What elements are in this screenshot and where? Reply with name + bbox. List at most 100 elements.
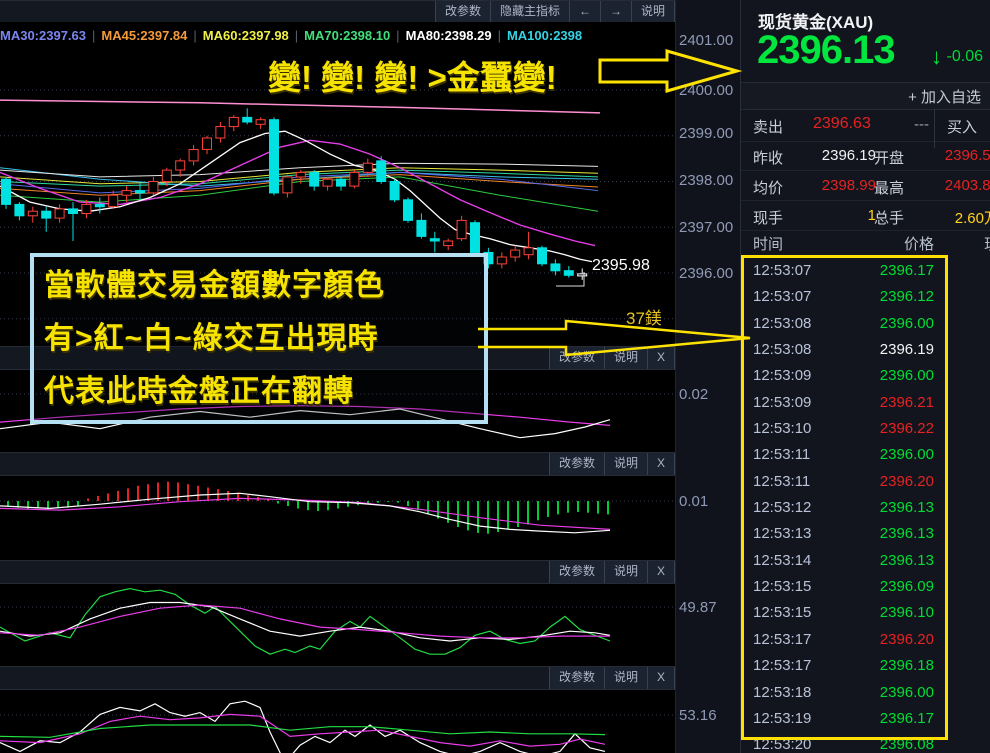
note-annotation-box: 當軟體交易金額數字顏色 有>紅~白~綠交互出現時 代表此時金盤正在翻轉 [30, 253, 488, 424]
ma-value-label: MA80:2398.29 [405, 27, 492, 43]
axis-tick-label: 2396.00 [679, 265, 734, 282]
axis-tick-label: 2399.00 [679, 125, 734, 142]
candlestick-chart-canvas[interactable] [0, 0, 675, 753]
axis-tick-label: 0.01 [679, 493, 709, 510]
toolbar-button-说明[interactable]: 说明 [603, 347, 647, 369]
quote-value: 2.60万 [954, 210, 990, 227]
tick-row[interactable]: 12:53:18 2396.00 [741, 680, 990, 706]
tick-row[interactable]: 12:53:11 2396.20 [741, 469, 990, 495]
tick-time: 12:53:17 [753, 630, 812, 648]
toolbar-button-隐藏主指标[interactable]: 隐藏主指标 [489, 1, 569, 23]
tick-row[interactable]: 12:53:15 2396.09 [741, 574, 990, 600]
spread-dash: --- [914, 116, 929, 133]
add-watchlist-button[interactable]: + 加入自选 [908, 89, 981, 106]
axis-tick-label: 0.02 [679, 386, 709, 403]
subchart4-toolbar: 改参数 说明 X [0, 666, 675, 690]
tick-price: 2396.13 [879, 551, 934, 569]
quote-label: 开盘 [874, 150, 905, 167]
tick-price: 2396.08 [879, 736, 934, 753]
axis-tick-label: 2400.00 [679, 82, 734, 99]
tick-table[interactable]: 12:53:07 2396.17 12:53:07 2396.12 12:53:08 23… [741, 258, 990, 753]
tick-price: 2396.00 [879, 367, 934, 385]
quote-label: 总手 [874, 210, 905, 227]
tick-price: 2396.19 [879, 341, 934, 359]
tick-table-header: 时间 价格 现 [741, 229, 990, 255]
ma-separator: | [92, 27, 96, 43]
quote-label: 均价 [753, 180, 784, 197]
ma-separator: | [497, 27, 501, 43]
tick-row[interactable]: 12:53:19 2396.17 [741, 706, 990, 732]
tick-time: 12:53:08 [753, 341, 812, 359]
tick-price: 2396.18 [879, 657, 934, 675]
buy-label[interactable]: 买入 [933, 109, 990, 148]
quote-label: 最高 [874, 180, 905, 197]
toolbar-button-X[interactable]: X [646, 667, 675, 689]
tick-row[interactable]: 12:53:07 2396.17 [741, 258, 990, 284]
ma-value-label: MA30:2397.63 [0, 27, 86, 43]
last-price: 2396.13 [757, 28, 896, 72]
last-price-tag: 2395.98 [592, 257, 650, 274]
tick-time: 12:53:08 [753, 314, 812, 332]
toolbar-button-改参数[interactable]: 改参数 [548, 347, 604, 369]
toolbar-button-说明[interactable]: 说明 [603, 453, 647, 475]
quote-detail-row: 现手 1总手 2.60万 [741, 201, 990, 231]
tick-price: 2396.21 [879, 393, 934, 411]
toolbar-button-说明[interactable]: 说明 [630, 1, 675, 23]
tick-row[interactable]: 12:53:12 2396.13 [741, 495, 990, 521]
axis-tick-label: 2398.00 [679, 172, 734, 189]
toolbar-button-改参数[interactable]: 改参数 [434, 1, 490, 23]
header-current: 现 [984, 233, 990, 254]
tick-time: 12:53:07 [753, 262, 812, 279]
toolbar-button-改参数[interactable]: 改参数 [548, 561, 604, 583]
tick-price: 2396.00 [879, 314, 934, 332]
tick-time: 12:53:11 [753, 472, 811, 490]
toolbar-button-改参数[interactable]: 改参数 [548, 453, 604, 475]
quote-value: 2396.19 [821, 147, 876, 164]
tick-row[interactable]: 12:53:17 2396.18 [741, 653, 990, 679]
header-price: 价格 [903, 236, 934, 253]
toolbar-button-→[interactable]: → [599, 1, 631, 23]
tick-row[interactable]: 12:53:11 2396.00 [741, 442, 990, 468]
quote-value: 2403.85 [944, 177, 990, 194]
toolbar-button-X[interactable]: X [646, 561, 675, 583]
tick-price: 2396.17 [879, 709, 934, 727]
tick-row[interactable]: 12:53:07 2396.12 [741, 284, 990, 310]
tick-row[interactable]: 12:53:08 2396.19 [741, 337, 990, 363]
ma-value-label: MA100:2398 [506, 27, 583, 43]
subchart2-toolbar: 改参数 说明 X [0, 452, 675, 476]
toolbar-button-说明[interactable]: 说明 [603, 667, 647, 689]
toolbar-button-改参数[interactable]: 改参数 [548, 667, 604, 689]
tick-time: 12:53:13 [753, 525, 812, 543]
quote-value: 2396.58 [944, 147, 990, 164]
tick-time: 12:53:09 [753, 367, 812, 385]
chart-column[interactable]: 改参数 隐藏主指标 ← → 说明 MA30:2397.63 | MA45:2397.84 | M… [0, 0, 675, 753]
sell-price: 2396.63 [813, 115, 871, 132]
tick-time: 12:53:10 [753, 420, 812, 438]
quote-panel: 现货黄金(XAU) 2396.13 ↓ -0.06 + 加入自选 卖出 2396… [740, 0, 990, 753]
tick-time: 12:53:18 [753, 683, 812, 701]
toolbar-button-X[interactable]: X [646, 347, 675, 369]
ma-value-label: MA60:2397.98 [202, 27, 289, 43]
tick-row[interactable]: 12:53:10 2396.22 [741, 416, 990, 442]
tick-row[interactable]: 12:53:20 2396.08 [741, 732, 990, 753]
tick-row[interactable]: 12:53:08 2396.00 [741, 311, 990, 337]
tick-row[interactable]: 12:53:17 2396.20 [741, 627, 990, 653]
toolbar-button-←[interactable]: ← [568, 1, 600, 23]
note-line-3: 代表此時金盤正在翻轉 [44, 375, 354, 408]
tick-time: 12:53:19 [753, 709, 812, 727]
toolbar-button-X[interactable]: X [646, 453, 675, 475]
toolbar-button-说明[interactable]: 说明 [603, 561, 647, 583]
tick-row[interactable]: 12:53:09 2396.21 [741, 390, 990, 416]
axis-tick-label: 49.87 [679, 599, 717, 616]
tick-row[interactable]: 12:53:14 2396.13 [741, 548, 990, 574]
tick-row[interactable]: 12:53:13 2396.13 [741, 521, 990, 547]
tick-time: 12:53:11 [753, 446, 811, 464]
watchlist-row: + 加入自选 [741, 82, 990, 110]
sell-label[interactable]: 卖出 [753, 119, 784, 136]
note-line-2: 有>紅~白~綠交互出現時 [44, 322, 379, 355]
tick-row[interactable]: 12:53:09 2396.00 [741, 363, 990, 389]
tick-row[interactable]: 12:53:15 2396.10 [741, 600, 990, 626]
